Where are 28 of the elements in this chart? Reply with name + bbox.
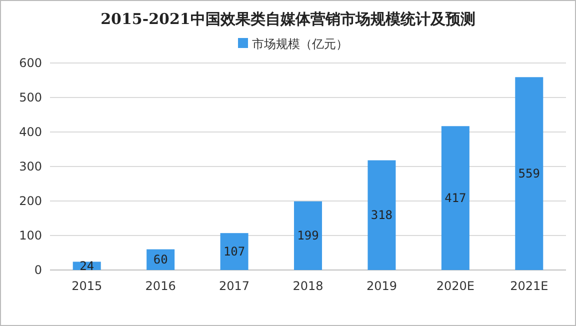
data-label: 559 (518, 166, 540, 181)
x-tick-label: 2016 (145, 279, 176, 293)
x-tick-label: 2020E (436, 279, 474, 293)
x-tick-label: 2015 (72, 279, 102, 293)
bar (515, 77, 544, 270)
data-label: 60 (153, 252, 168, 267)
bar (220, 233, 248, 270)
x-tick-label: 2018 (292, 279, 324, 293)
data-label: 107 (223, 244, 246, 259)
chart-title: 2015-2021中国效果类自媒体营销市场规模统计及预测 (100, 10, 476, 28)
y-tick-label: 0 (34, 263, 42, 277)
y-tick-label: 200 (19, 194, 42, 208)
y-tick-label: 400 (19, 125, 42, 139)
x-tick-label: 2017 (219, 279, 250, 293)
legend-label: 市场规模（亿元） (252, 37, 348, 51)
data-label: 318 (370, 208, 393, 222)
x-tick-label: 2021E (510, 279, 548, 293)
data-label: 24 (80, 258, 94, 273)
x-tick-label: 2019 (366, 279, 397, 293)
y-tick-label: 500 (19, 90, 42, 104)
data-label: 417 (444, 191, 466, 206)
bar (294, 201, 322, 270)
bar (441, 126, 470, 270)
y-tick-label: 100 (19, 228, 42, 242)
bar (368, 160, 396, 270)
y-tick-label: 600 (19, 56, 42, 70)
data-label: 199 (297, 228, 319, 243)
y-tick-label: 300 (19, 160, 42, 174)
